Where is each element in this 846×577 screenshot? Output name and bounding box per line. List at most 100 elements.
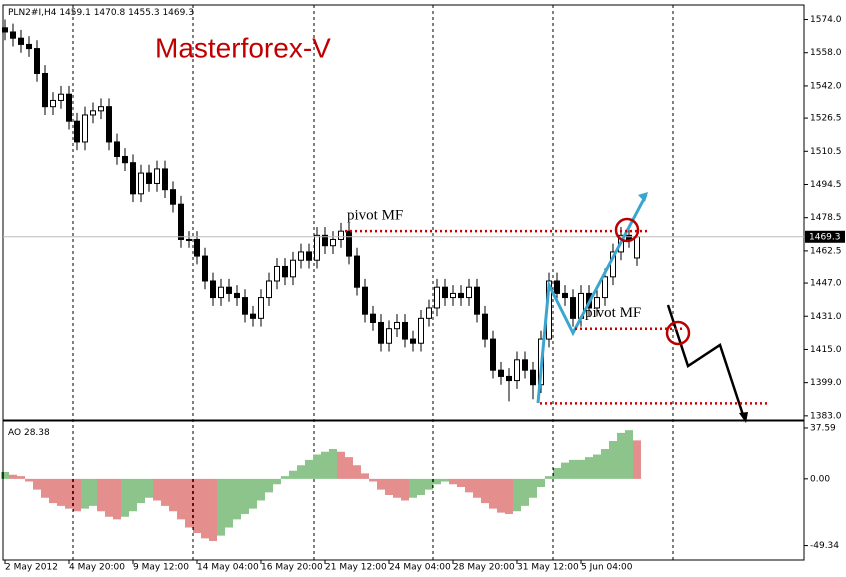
y-tick-label: 1494.5: [810, 180, 842, 190]
candle-body: [258, 297, 264, 319]
candle-body: [274, 265, 280, 282]
y-tick-label: 1542.0: [810, 81, 842, 91]
candle-body: [154, 168, 160, 184]
x-tick-label: 24 May 04:00: [389, 563, 451, 573]
y-tick-label: 1526.5: [810, 114, 842, 124]
candle-body: [466, 286, 472, 299]
x-tick-label: 31 May 12:00: [517, 563, 579, 573]
candle-body: [434, 286, 440, 309]
candle-body: [90, 110, 96, 116]
candle-body: [66, 93, 72, 122]
candle-body: [106, 106, 112, 143]
candle-body: [226, 286, 232, 294]
candle-body: [122, 155, 128, 164]
arrow-head: [739, 412, 748, 423]
candle-body: [138, 172, 144, 195]
candle-body: [170, 189, 176, 205]
candle-body: [346, 230, 352, 257]
candle-body: [354, 255, 360, 288]
price-tag-label: 1469.3: [809, 232, 841, 242]
candle-body: [410, 338, 416, 344]
arrow-head: [638, 192, 648, 202]
price-tag: [805, 230, 845, 243]
candle-body: [554, 280, 560, 294]
y-tick-label: 1510.5: [810, 147, 842, 157]
candle-body: [178, 203, 184, 240]
candle-body: [146, 172, 152, 184]
pivot-label: pivot MF: [347, 208, 403, 224]
header-close: 1469.3: [162, 8, 194, 18]
candle-body: [282, 265, 288, 278]
highlight-circle: [665, 320, 691, 346]
header-high: 1470.8: [94, 8, 126, 18]
header-low: 1455.3: [128, 8, 160, 18]
candle-body: [482, 313, 488, 340]
candle-body: [82, 114, 88, 143]
candle-body: [562, 292, 568, 299]
candle-body: [594, 297, 600, 309]
candle-body: [130, 162, 136, 195]
x-tick-label: 4 May 20:00: [69, 563, 125, 573]
y-tick-label: 0.00: [810, 474, 830, 484]
indicator-name: AO: [8, 428, 21, 438]
candle-body: [442, 286, 448, 299]
header-open: 1459.1: [59, 8, 91, 18]
marks: [1, 19, 804, 542]
candle-body: [234, 292, 240, 299]
candle-body: [314, 234, 320, 261]
indicator-pane-frame: [2, 420, 805, 561]
chart-header: PLN2#I,H4 1459.1 1470.8 1455.3 1469.3: [8, 8, 194, 18]
candle-body: [194, 238, 200, 257]
candle-body: [266, 280, 272, 299]
candle-body: [498, 369, 504, 377]
price-pane-frame: [2, 4, 805, 421]
indicator-header: AO 28.38: [8, 428, 50, 438]
y-tick-label: 1399.0: [810, 378, 842, 388]
candle-body: [322, 234, 328, 247]
y-tick-label: 1383.0: [810, 411, 842, 421]
symbol: PLN2#I,H4: [8, 8, 57, 18]
x-tick-label: 14 May 04:00: [197, 563, 259, 573]
candle-body: [490, 338, 496, 371]
candle-body: [74, 120, 80, 143]
pivot-label: pivot MF: [585, 305, 641, 321]
candle-body: [458, 292, 464, 299]
candle-body: [218, 286, 224, 299]
chart-title: Masterforex-V: [155, 32, 331, 63]
y-tick-label: 1431.0: [810, 312, 842, 322]
candle-body: [50, 99, 56, 108]
candle-body: [298, 251, 304, 261]
y-tick-label: 1478.5: [810, 213, 842, 223]
indicator-value: 28.38: [24, 428, 50, 438]
forecast-drawing: [666, 304, 746, 419]
y-tick-label: 1462.5: [810, 246, 842, 256]
candle-body: [98, 106, 104, 112]
y-tick-label: 1415.0: [810, 345, 842, 355]
candle-body: [186, 238, 192, 241]
candle-body: [58, 93, 64, 101]
candle-body: [18, 37, 24, 45]
separators: [72, 5, 674, 560]
candle-body: [418, 317, 424, 344]
candle-body: [570, 297, 576, 319]
candle-body: [202, 255, 208, 282]
candle-body: [242, 297, 248, 315]
x-tick-label: 21 May 12:00: [325, 563, 387, 573]
x-tick-label: 5 Jun 04:00: [581, 563, 633, 573]
candle-body: [394, 321, 400, 330]
candle-body: [330, 238, 336, 247]
candle-body: [474, 286, 480, 315]
x-tick-label: 16 May 20:00: [261, 563, 323, 573]
y-tick-label: 37.59: [810, 423, 836, 433]
candle-body: [34, 48, 40, 74]
y-tick-label: 1558.0: [810, 48, 842, 58]
candle-body: [338, 230, 344, 240]
candle-body: [626, 234, 632, 240]
x-tick-label: 2 May 2012: [5, 563, 58, 573]
wave-drawing: [536, 194, 648, 404]
candle-body: [426, 307, 432, 319]
x-tick-label: 28 May 20:00: [453, 563, 515, 573]
candle-body: [2, 27, 8, 33]
candle-body: [26, 43, 32, 50]
